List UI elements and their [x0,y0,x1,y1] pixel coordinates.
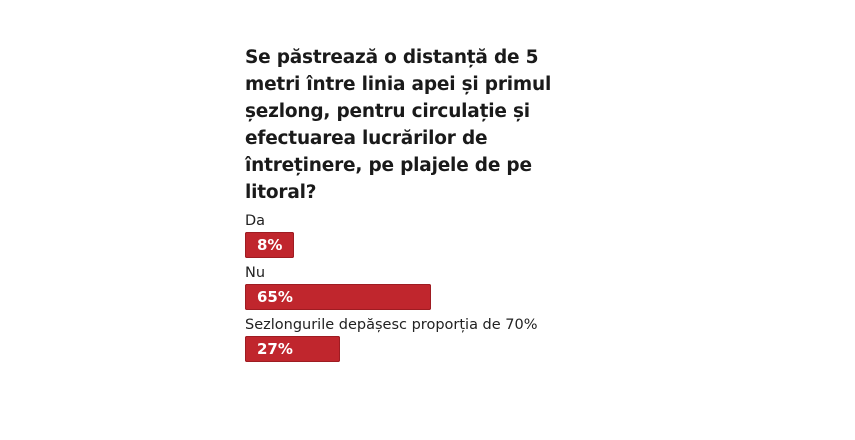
result-bar: 8% [245,232,295,258]
result-bar: 65% [245,284,431,310]
option-label: Nu [245,265,266,281]
poll-results: Da 8% Nu 65% Sezlongurile depășesc proporția… [245,212,585,362]
poll-question: Se păstrează o distanță de 5 metri între… [245,47,552,203]
bar-value-label: 65% [257,288,293,306]
option-label: Da [245,213,266,229]
option-label: Sezlongurile depășesc proporția de 70% [245,317,538,333]
poll-widget: Se păstrează o distanță de 5 metri între… [245,44,585,362]
bar-value-label: 27% [257,340,293,358]
result-bar: 27% [245,336,340,362]
bar-value-label: 8% [257,236,283,254]
